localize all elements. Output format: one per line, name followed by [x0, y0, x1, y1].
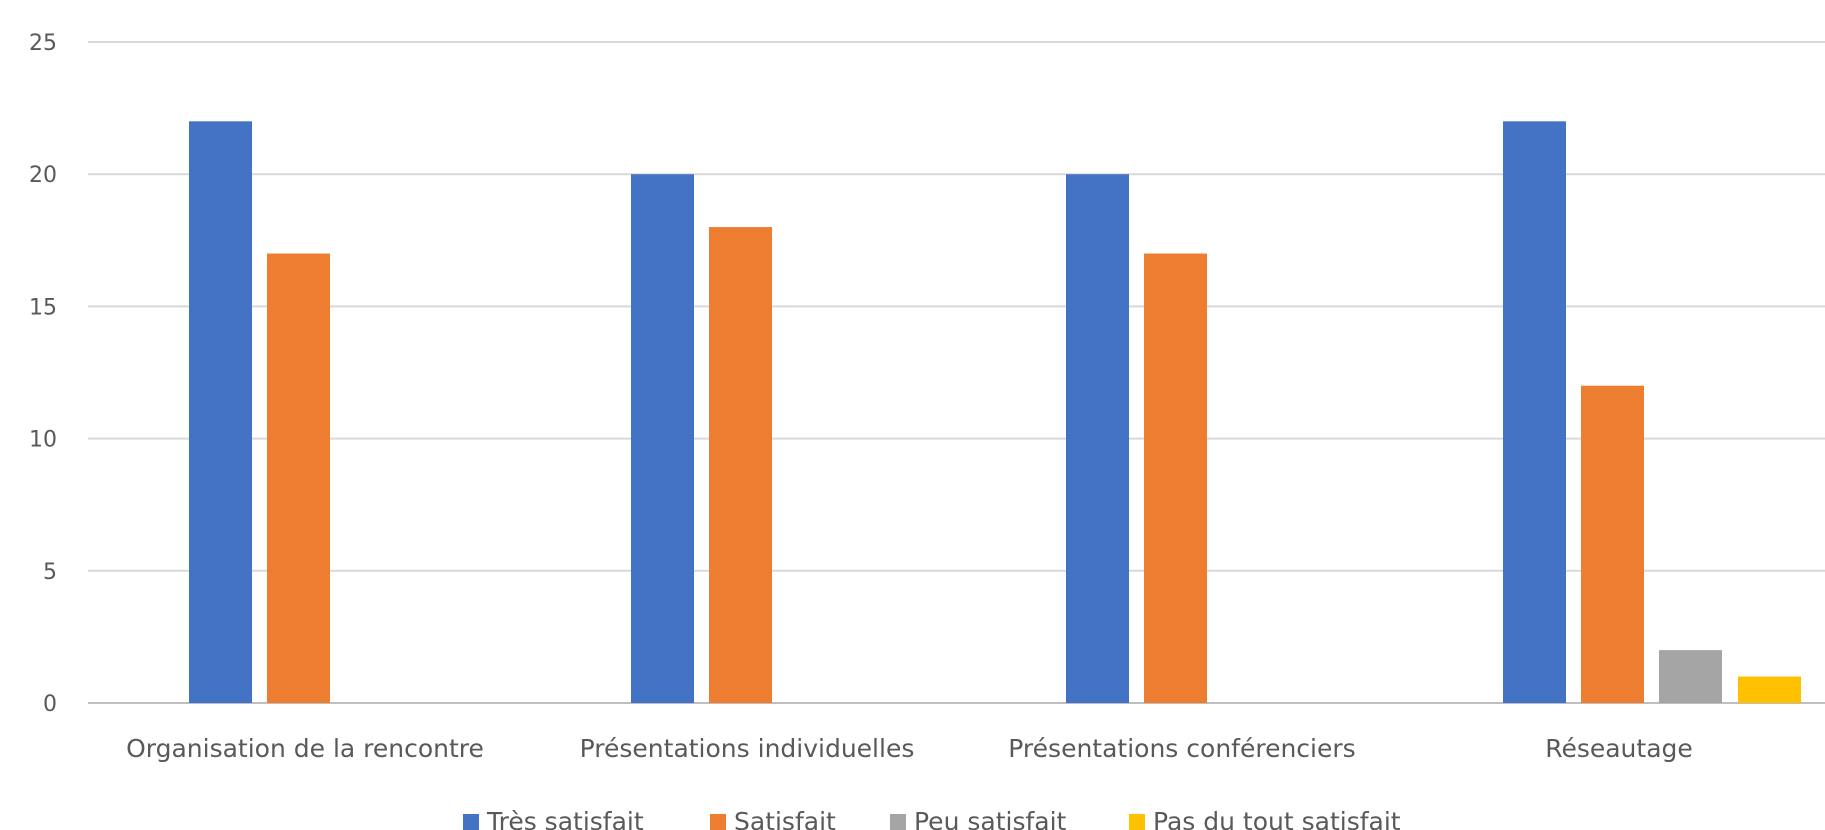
bar-satisfait: [1581, 385, 1644, 703]
category-label: Présentations conférenciers: [1008, 734, 1355, 763]
y-tick-label: 10: [29, 428, 57, 453]
category-label: Organisation de la rencontre: [126, 734, 484, 763]
bar-peu-satisfait: [1659, 650, 1722, 703]
bars: [189, 121, 1801, 703]
y-tick-label: 20: [29, 163, 57, 188]
legend-label: Très satisfait: [486, 807, 644, 830]
category-label: Présentations individuelles: [580, 734, 915, 763]
bar-tres-satisfait: [189, 121, 252, 703]
legend-label: Satisfait: [734, 807, 836, 830]
legend-label: Peu satisfait: [914, 807, 1067, 830]
bar-tres-satisfait: [631, 174, 694, 703]
legend-swatch: [890, 814, 906, 830]
bar-satisfait: [709, 227, 772, 703]
legend: Très satisfait Satisfait Peu satisfait Pas …: [463, 807, 1401, 830]
y-tick-label: 15: [29, 295, 57, 320]
x-axis-categories: Organisation de la rencontre Présentation…: [126, 734, 1693, 763]
legend-label: Pas du tout satisfait: [1153, 807, 1401, 830]
y-tick-label: 5: [43, 560, 57, 585]
legend-swatch: [710, 814, 726, 830]
category-label: Réseautage: [1545, 734, 1693, 763]
y-tick-label: 25: [29, 31, 57, 56]
y-tick-label: 0: [43, 692, 57, 717]
bar-pas-du-tout-satisfait: [1738, 676, 1801, 703]
legend-swatch: [463, 814, 479, 830]
bar-satisfait: [267, 253, 330, 703]
bar-tres-satisfait: [1503, 121, 1566, 703]
y-axis-ticks: 0 5 10 15 20 25: [29, 31, 57, 717]
legend-swatch: [1129, 814, 1145, 830]
bar-satisfait: [1144, 253, 1207, 703]
bar-tres-satisfait: [1066, 174, 1129, 703]
